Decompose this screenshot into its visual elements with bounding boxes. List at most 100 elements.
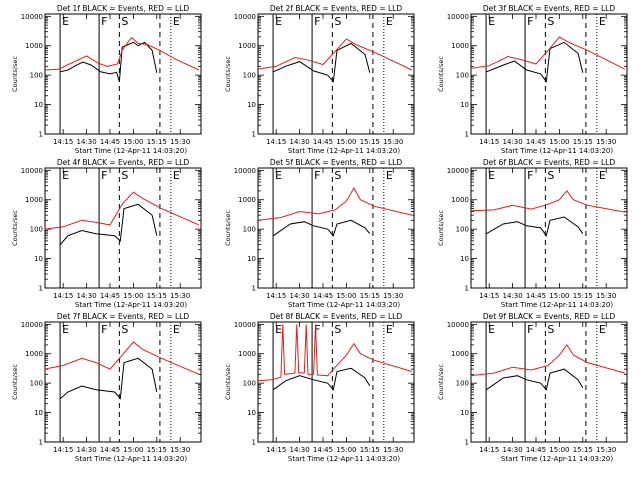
plot-frame	[257, 321, 415, 443]
x-tick-label: 14:45	[313, 292, 333, 300]
event-marker-label: S	[121, 323, 128, 336]
x-tick-label: 15:30	[596, 292, 616, 300]
plot-frame	[44, 321, 202, 443]
y-tick-label: 10	[460, 409, 469, 417]
x-tick-label: 15:15	[573, 446, 593, 454]
plot-frame	[44, 13, 202, 135]
x-tick-label: 15:30	[383, 446, 403, 454]
x-tick-label: 14:30	[77, 446, 97, 454]
x-tick-label: 15:15	[147, 138, 167, 146]
event-marker-label: E	[275, 323, 282, 336]
series-events	[60, 357, 158, 400]
y-axis-label: Counts/sec	[437, 56, 445, 92]
event-marker-label: S	[334, 15, 341, 28]
y-tick-label: 1	[465, 131, 469, 139]
x-axis-label: Start Time (12-Apr-11 14:03:20)	[75, 301, 187, 309]
x-tick-label: 14:45	[526, 446, 546, 454]
event-marker-label: E	[62, 323, 69, 336]
event-marker-label: F	[527, 15, 533, 28]
x-tick-label: 14:15	[53, 138, 73, 146]
y-axis-label: Counts/sec	[11, 364, 19, 400]
x-axis-label: Start Time (12-Apr-11 14:03:20)	[288, 147, 400, 155]
y-tick-label: 1000	[238, 350, 256, 358]
series-events	[273, 219, 371, 237]
x-tick-label: 15:00	[336, 446, 356, 454]
event-marker-label: S	[121, 169, 128, 182]
y-tick-label: 100	[30, 72, 43, 80]
event-marker-label: F	[101, 15, 107, 28]
y-tick-label: 1000	[238, 196, 256, 204]
x-tick-label: 15:15	[360, 446, 380, 454]
panel-title: Det 2f BLACK = Events, RED = LLD	[270, 4, 403, 13]
event-marker-label: F	[527, 323, 533, 336]
y-tick-label: 100	[456, 226, 469, 234]
y-tick-label: 10000	[447, 321, 469, 329]
x-tick-label: 14:30	[77, 138, 97, 146]
y-tick-label: 100	[243, 226, 256, 234]
series-events	[486, 41, 584, 84]
y-tick-label: 100	[30, 380, 43, 388]
y-tick-label: 10000	[234, 13, 256, 21]
x-axis-label: Start Time (12-Apr-11 14:03:20)	[501, 147, 613, 155]
series-lld	[471, 36, 626, 70]
x-tick-label: 14:15	[479, 138, 499, 146]
y-tick-label: 1000	[451, 196, 469, 204]
panel-3: Det 3f BLACK = Events, RED = LLD 1 10 100 10…	[437, 4, 628, 155]
y-tick-label: 10000	[234, 167, 256, 175]
event-marker-label: S	[334, 169, 341, 182]
series-lld	[258, 38, 413, 71]
y-tick-label: 10000	[234, 321, 256, 329]
x-tick-label: 15:15	[147, 292, 167, 300]
panel-1: Det 1f BLACK = Events, RED = LLD 1 10 100 10…	[11, 4, 202, 155]
y-tick-label: 10	[460, 101, 469, 109]
x-tick-label: 14:30	[77, 292, 97, 300]
x-tick-label: 15:30	[170, 138, 190, 146]
event-marker-label: E	[62, 169, 69, 182]
event-marker-label: S	[334, 323, 341, 336]
y-axis-label: Counts/sec	[224, 364, 232, 400]
y-tick-label: 10	[34, 409, 43, 417]
x-tick-label: 14:15	[53, 446, 73, 454]
series-lld	[258, 186, 413, 221]
event-marker-label: E	[173, 323, 180, 336]
event-marker-label: E	[488, 15, 495, 28]
x-tick-label: 14:30	[503, 138, 523, 146]
plot-frame	[470, 167, 628, 289]
y-tick-label: 100	[243, 380, 256, 388]
x-tick-label: 15:00	[123, 138, 143, 146]
series-lld	[45, 341, 200, 375]
x-tick-label: 15:15	[360, 138, 380, 146]
event-marker-label: E	[386, 169, 393, 182]
x-tick-label: 14:15	[479, 292, 499, 300]
y-tick-label: 1000	[25, 350, 43, 358]
y-tick-label: 10	[247, 409, 256, 417]
y-tick-label: 10	[247, 101, 256, 109]
x-tick-label: 14:15	[266, 292, 286, 300]
event-marker-label: E	[386, 15, 393, 28]
plot-frame	[470, 13, 628, 135]
event-marker-label: E	[173, 15, 180, 28]
y-tick-label: 1000	[451, 42, 469, 50]
y-tick-label: 1	[465, 285, 469, 293]
y-tick-label: 10	[460, 255, 469, 263]
y-tick-label: 10000	[21, 321, 43, 329]
x-axis-label: Start Time (12-Apr-11 14:03:20)	[75, 455, 187, 463]
y-tick-label: 1000	[25, 42, 43, 50]
panel-title: Det 1f BLACK = Events, RED = LLD	[57, 4, 190, 13]
x-tick-label: 14:15	[266, 446, 286, 454]
panel-title: Det 8f BLACK = Events, RED = LLD	[270, 312, 403, 321]
y-tick-label: 1	[252, 131, 256, 139]
panel-4: Det 4f BLACK = Events, RED = LLD 1 10 100 10…	[11, 158, 202, 309]
x-tick-label: 14:15	[53, 292, 73, 300]
panel-7: Det 7f BLACK = Events, RED = LLD 1 10 100 10…	[11, 312, 202, 463]
event-marker-label: E	[386, 323, 393, 336]
y-tick-label: 1	[465, 439, 469, 447]
x-tick-label: 14:45	[313, 138, 333, 146]
event-marker-label: E	[488, 323, 495, 336]
x-axis-label: Start Time (12-Apr-11 14:03:20)	[501, 301, 613, 309]
y-tick-label: 10000	[447, 13, 469, 21]
x-tick-label: 15:30	[596, 446, 616, 454]
x-axis-label: Start Time (12-Apr-11 14:03:20)	[501, 455, 613, 463]
y-tick-label: 10	[247, 255, 256, 263]
x-axis-label: Start Time (12-Apr-11 14:03:20)	[288, 455, 400, 463]
